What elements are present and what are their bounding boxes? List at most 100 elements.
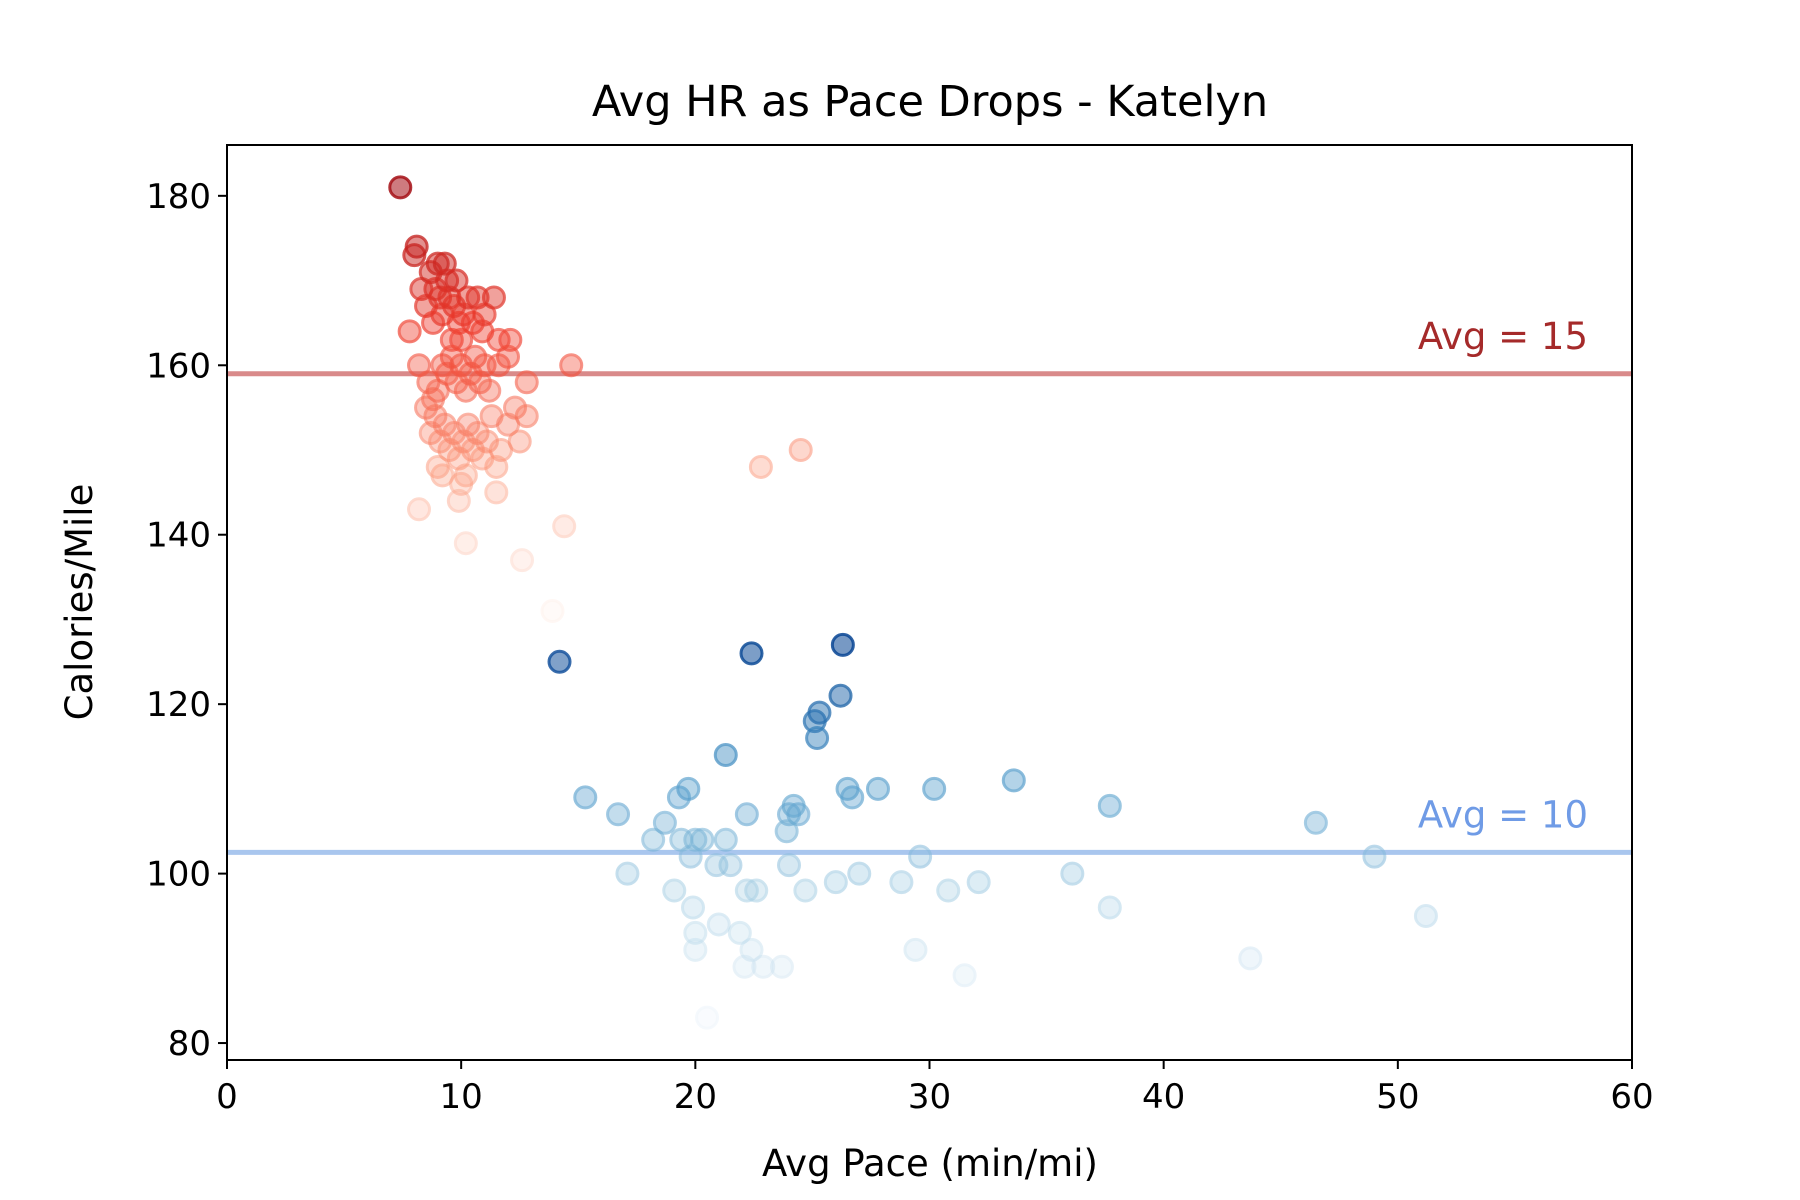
- data-point-blues-56: [751, 954, 776, 979]
- data-point-blues-39: [734, 878, 759, 903]
- data-point-blues-60: [1238, 946, 1263, 971]
- data-point-blues-41: [777, 853, 801, 878]
- data-point-blues-10: [641, 827, 666, 852]
- data-point-blues-11: [652, 810, 677, 835]
- data-point-blues-7: [713, 743, 738, 767]
- data-point-blues-22: [786, 802, 811, 827]
- data-point-blues-28: [1001, 768, 1026, 793]
- data-point-reds-44: [477, 378, 502, 403]
- data-point-blues-17: [690, 827, 715, 852]
- x-tick-label: 50: [1376, 1077, 1419, 1117]
- data-point-blues-38: [718, 853, 743, 878]
- data-point-blues-8: [573, 785, 598, 810]
- data-point-blues-13: [676, 776, 701, 801]
- x-tick-label: 0: [216, 1077, 238, 1117]
- data-point-blues-29: [1097, 793, 1122, 818]
- y-tick-label: 120: [146, 685, 211, 725]
- data-point-reds-76: [453, 531, 478, 556]
- data-point-blues-40: [744, 878, 769, 903]
- data-point-reds-2: [404, 234, 429, 259]
- y-axis-ticks: 80 100 120 140 160 180: [146, 177, 227, 1064]
- data-point-blues-59: [952, 963, 977, 988]
- data-point-reds-78: [510, 548, 535, 573]
- data-point-reds-12: [432, 251, 457, 276]
- data-point-reds-70: [449, 471, 474, 496]
- data-point-blues-50: [1097, 895, 1122, 920]
- data-point-blues-46: [908, 844, 933, 869]
- data-point-reds-80: [748, 454, 773, 479]
- data-point-blues-32: [615, 861, 640, 886]
- data-point-reds-17: [444, 268, 469, 293]
- data-point-blues-52: [706, 912, 731, 937]
- data-point-blues-57: [769, 954, 794, 979]
- data-point-blues-36: [683, 937, 708, 962]
- data-point-reds-47: [514, 370, 539, 395]
- x-tick-label: 40: [1142, 1077, 1185, 1117]
- data-point-blues-6: [805, 726, 830, 751]
- data-point-blues-61: [695, 1005, 720, 1030]
- data-point-reds-66: [514, 404, 539, 429]
- data-point-reds-74: [484, 480, 509, 505]
- data-point-blues-35: [683, 920, 708, 945]
- y-tick-label: 160: [146, 346, 211, 386]
- data-point-blues-25: [840, 785, 865, 810]
- data-point-blues-49: [1060, 861, 1085, 886]
- data-point-blues-5: [807, 700, 832, 725]
- data-point-blues-33: [662, 878, 687, 903]
- data-point-blues-53: [727, 920, 752, 945]
- average-label-2: Avg = 10: [1418, 793, 1588, 836]
- x-axis-ticks: 0 10 20 30 40 50 60: [216, 1060, 1654, 1117]
- x-tick-label: 20: [674, 1077, 717, 1117]
- data-point-blues-48: [966, 870, 991, 895]
- data-point-blues-16: [683, 827, 708, 852]
- data-point-blues-44: [847, 861, 872, 886]
- data-point-blues-47: [936, 878, 961, 903]
- data-point-blues-58: [903, 937, 928, 962]
- data-point-blues-18: [713, 827, 738, 852]
- data-point-reds-72: [484, 454, 509, 479]
- y-tick-label: 80: [168, 1024, 211, 1064]
- data-point-blues-43: [823, 870, 848, 895]
- data-point-reds-68: [425, 454, 450, 479]
- data-point-reds-69: [430, 463, 455, 488]
- average-label-1: Avg = 15: [1418, 315, 1588, 358]
- y-tick-label: 100: [146, 855, 211, 895]
- data-point-blues-54: [739, 937, 764, 962]
- data-point-reds-26: [481, 285, 506, 310]
- data-point-reds-0: [388, 175, 413, 200]
- data-point-reds-28: [498, 327, 523, 352]
- x-tick-label: 30: [908, 1077, 951, 1117]
- data-point-blues-19: [734, 802, 759, 827]
- data-point-blues-42: [793, 878, 818, 903]
- data-point-blues-1: [739, 641, 764, 666]
- data-point-blues-30: [1303, 810, 1328, 835]
- data-point-reds-48: [559, 353, 584, 378]
- data-point-blues-45: [889, 870, 914, 895]
- data-point-reds-45: [486, 353, 511, 378]
- data-point-blues-31: [1362, 844, 1387, 869]
- y-axis-label: Calories/Mile: [58, 484, 101, 721]
- data-point-blues-9: [606, 802, 631, 827]
- x-axis-label: Avg Pace (min/mi): [762, 1142, 1098, 1185]
- data-point-reds-73: [446, 488, 471, 513]
- data-point-blues-23: [774, 819, 799, 844]
- data-point-reds-75: [407, 497, 432, 522]
- data-point-reds-77: [552, 514, 577, 539]
- data-point-blues-0: [547, 649, 572, 674]
- x-tick-label: 10: [440, 1077, 483, 1117]
- y-tick-label: 140: [146, 516, 211, 556]
- chart-title: Avg HR as Pace Drops - Katelyn: [592, 77, 1268, 127]
- x-tick-label: 60: [1610, 1077, 1653, 1117]
- data-point-blues-55: [732, 954, 757, 979]
- data-point-blues-3: [828, 683, 853, 708]
- data-point-blues-2: [830, 632, 855, 657]
- data-point-blues-51: [1413, 903, 1438, 928]
- data-point-reds-67: [488, 438, 513, 462]
- data-point-blues-34: [680, 895, 705, 920]
- data-point-reds-71: [453, 463, 478, 488]
- data-point-reds-79: [540, 598, 565, 623]
- data-point-reds-3: [397, 319, 422, 344]
- data-point-blues-27: [922, 776, 947, 801]
- data-points: [388, 175, 1438, 1030]
